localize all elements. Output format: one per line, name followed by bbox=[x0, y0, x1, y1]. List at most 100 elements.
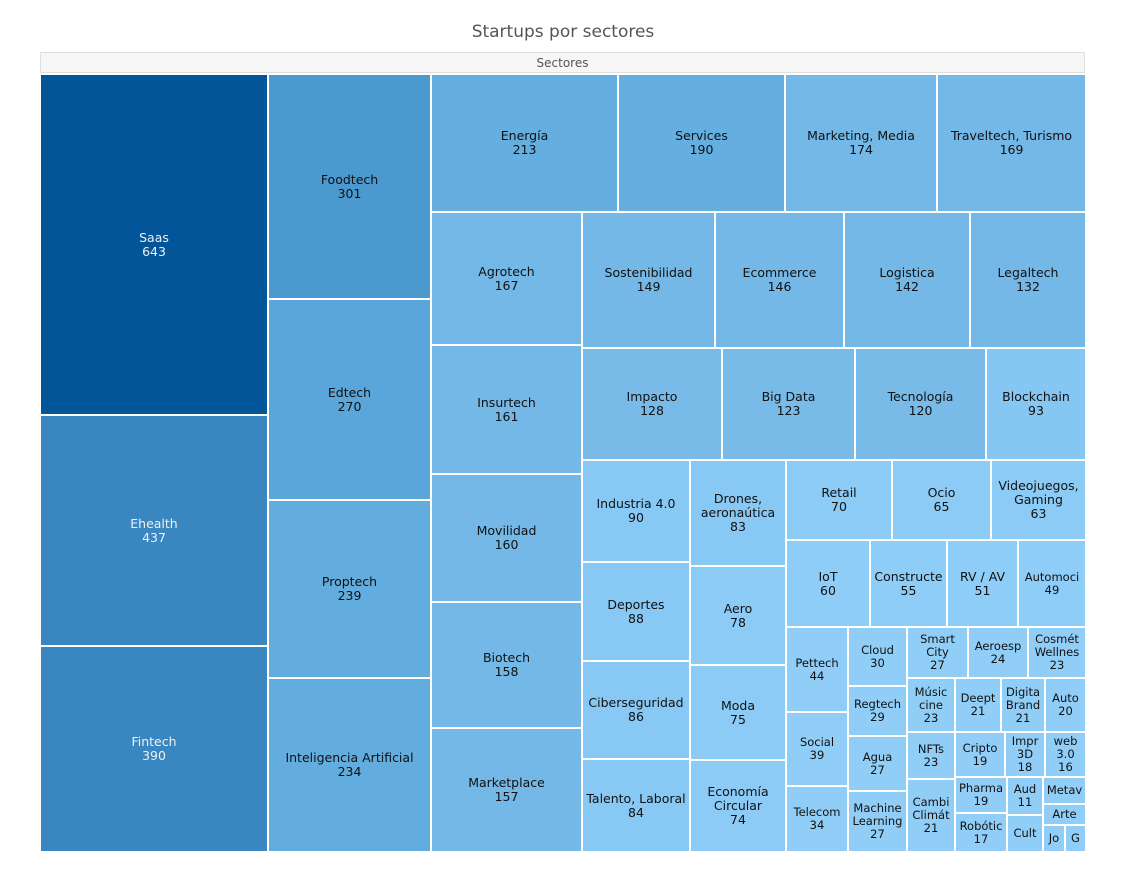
treemap-tile-saas[interactable]: Saas 643 bbox=[40, 74, 268, 415]
treemap-root-bar[interactable]: Sectores bbox=[40, 52, 1085, 73]
tile-label: Machine Learning bbox=[852, 801, 903, 828]
tile-value: 16 bbox=[1058, 760, 1073, 774]
tile-value: 167 bbox=[494, 277, 519, 293]
tile-value: 18 bbox=[1017, 760, 1033, 774]
treemap-tile-edtech[interactable]: Edtech 270 bbox=[268, 299, 431, 500]
tile-value: 142 bbox=[895, 279, 919, 294]
tile-label: Pharma bbox=[958, 781, 1004, 795]
treemap-tile-automoci[interactable]: Automoci 49 bbox=[1018, 540, 1086, 627]
treemap-tile-ciberseguridad[interactable]: Ciberseguridad 86 bbox=[582, 661, 690, 759]
treemap-tile-telecom[interactable]: Telecom 34 bbox=[786, 786, 848, 852]
tile-label: Marketplace bbox=[468, 775, 545, 790]
treemap-tile-aud[interactable]: Aud 11 bbox=[1007, 777, 1043, 815]
tile-label: Deept bbox=[960, 691, 996, 705]
treemap-tile-digita-brand[interactable]: Digita Brand 21 bbox=[1001, 678, 1045, 732]
treemap-tile-constructe[interactable]: Constructe 55 bbox=[870, 540, 947, 627]
treemap-tile-inteligencia-artificial[interactable]: Inteligencia Artificial 234 bbox=[268, 678, 431, 852]
tile-value: 19 bbox=[973, 794, 989, 808]
treemap-tile-services[interactable]: Services 190 bbox=[618, 74, 785, 212]
treemap-tile-pettech[interactable]: Pettech 44 bbox=[786, 627, 848, 712]
treemap-tile-iot[interactable]: IoT 60 bbox=[786, 540, 870, 627]
treemap-tile-ecommerce[interactable]: Ecommerce 146 bbox=[715, 212, 844, 348]
treemap-tile-web-3-0[interactable]: web 3.0 16 bbox=[1045, 732, 1086, 777]
treemap-tile-movilidad[interactable]: Movilidad 160 bbox=[431, 474, 582, 602]
treemap-tile-legaltech[interactable]: Legaltech 132 bbox=[970, 212, 1086, 348]
treemap-tile-auto[interactable]: Auto 20 bbox=[1045, 678, 1086, 732]
tile-value: 27 bbox=[870, 827, 885, 841]
treemap-tile-impacto[interactable]: Impacto 128 bbox=[582, 348, 722, 460]
treemap-tile-industria-4-0[interactable]: Industria 4.0 90 bbox=[582, 460, 690, 562]
tile-value: 213 bbox=[512, 142, 537, 157]
treemap-tile-marketplace[interactable]: Marketplace 157 bbox=[431, 728, 582, 852]
treemap-tile-cloud[interactable]: Cloud 30 bbox=[848, 627, 907, 686]
treemap-tile-proptech[interactable]: Proptech 239 bbox=[268, 500, 431, 678]
treemap-tile-fintech[interactable]: Fintech 390 bbox=[40, 646, 268, 852]
treemap-tile-ocio[interactable]: Ocio 65 bbox=[892, 460, 991, 540]
tile-label: Tecnología bbox=[887, 389, 954, 404]
treemap-tile-rv-av[interactable]: RV / AV 51 bbox=[947, 540, 1018, 627]
tile-label: Ocio bbox=[927, 485, 956, 500]
tile-value: 70 bbox=[831, 499, 847, 514]
tile-label: Jo bbox=[1048, 831, 1060, 845]
tile-value: 60 bbox=[820, 582, 836, 598]
treemap-tile-sostenibilidad[interactable]: Sostenibilidad 149 bbox=[582, 212, 715, 348]
treemap-tile-aeroesp[interactable]: Aeroesp 24 bbox=[968, 627, 1028, 678]
treemap-tile-big-data[interactable]: Big Data 123 bbox=[722, 348, 855, 460]
treemap-tile-smart-city[interactable]: Smart City 27 bbox=[907, 627, 968, 678]
tile-label: Logistica bbox=[879, 265, 935, 280]
treemap-tile-regtech[interactable]: Regtech 29 bbox=[848, 686, 907, 736]
treemap-tile-deportes[interactable]: Deportes 88 bbox=[582, 562, 690, 661]
treemap-tile-robotic[interactable]: Robótic 17 bbox=[955, 813, 1007, 852]
tile-value: 123 bbox=[776, 403, 801, 418]
tile-label: IoT bbox=[818, 568, 838, 584]
tile-value: 86 bbox=[628, 709, 644, 724]
tile-label: Drones, aeronaútica bbox=[700, 491, 776, 520]
tile-label: Telecom bbox=[793, 805, 841, 819]
treemap-tile-videojuegos-gaming[interactable]: Videojuegos, Gaming 63 bbox=[991, 460, 1086, 540]
treemap-tile-insurtech[interactable]: Insurtech 161 bbox=[431, 345, 582, 474]
chart-title: Startups por sectores bbox=[471, 22, 655, 42]
tile-value: 643 bbox=[142, 243, 166, 259]
treemap-tile-metav[interactable]: Metav bbox=[1043, 777, 1086, 804]
tile-label: Robótic bbox=[959, 818, 1003, 833]
treemap-tile-economia-circular[interactable]: Economía Circular 74 bbox=[690, 760, 786, 852]
treemap-tile-music-cine[interactable]: Músic cine 23 bbox=[907, 678, 955, 732]
treemap-tile-blockchain[interactable]: Blockchain 93 bbox=[986, 348, 1086, 460]
treemap-tile-machine-learning[interactable]: Machine Learning 27 bbox=[848, 791, 907, 852]
tile-label: Social bbox=[799, 735, 835, 749]
treemap-tile-drones-aeronautica[interactable]: Drones, aeronaútica 83 bbox=[690, 460, 786, 566]
treemap-tile-deept[interactable]: Deept 21 bbox=[955, 678, 1001, 732]
treemap-tile-retail[interactable]: Retail 70 bbox=[786, 460, 892, 540]
treemap-tile-tecnologia[interactable]: Tecnología 120 bbox=[855, 348, 986, 460]
tile-value: 157 bbox=[494, 789, 519, 804]
treemap-tile-cult[interactable]: Cult bbox=[1007, 815, 1043, 852]
tile-label: Economía Circular bbox=[707, 784, 769, 813]
treemap-tile-agua[interactable]: Agua 27 bbox=[848, 736, 907, 791]
treemap-tile-cosmet-wellnes[interactable]: Cosmét Wellnes 23 bbox=[1028, 627, 1086, 678]
treemap-tile-nfts[interactable]: NFTs 23 bbox=[907, 732, 955, 779]
treemap-tile-jo[interactable]: Jo bbox=[1043, 825, 1065, 852]
treemap-tile-impr-3d[interactable]: Impr 3D 18 bbox=[1005, 732, 1045, 777]
treemap-tile-traveltech-turismo[interactable]: Traveltech, Turismo 169 bbox=[937, 74, 1086, 212]
treemap-tile-cripto[interactable]: Cripto 19 bbox=[955, 732, 1005, 777]
tile-label: Cloud bbox=[861, 642, 894, 657]
treemap-tile-cambi-climat[interactable]: Cambi Climát 21 bbox=[907, 779, 955, 852]
tile-label: Traveltech, Turismo bbox=[950, 128, 1073, 143]
treemap-tile-pharma[interactable]: Pharma 19 bbox=[955, 777, 1007, 813]
treemap-tile-ehealth[interactable]: Ehealth 437 bbox=[40, 415, 268, 646]
treemap-tile-moda[interactable]: Moda 75 bbox=[690, 665, 786, 760]
treemap-tile-logistica[interactable]: Logistica 142 bbox=[844, 212, 970, 348]
treemap-tile-energia[interactable]: Energía 213 bbox=[431, 74, 618, 212]
treemap-tile-foodtech[interactable]: Foodtech 301 bbox=[268, 74, 431, 299]
treemap-tile-biotech[interactable]: Biotech 158 bbox=[431, 602, 582, 728]
treemap-tile-aero[interactable]: Aero 78 bbox=[690, 566, 786, 665]
treemap-tile-arte[interactable]: Arte bbox=[1043, 804, 1086, 825]
tile-value: 30 bbox=[870, 655, 885, 670]
treemap-tile-g[interactable]: G bbox=[1065, 825, 1086, 852]
treemap-tile-talento-laboral[interactable]: Talento, Laboral 84 bbox=[582, 759, 690, 852]
treemap-tile-marketing-media[interactable]: Marketing, Media 174 bbox=[785, 74, 937, 212]
tile-value: 149 bbox=[636, 279, 661, 294]
tile-label: Moda bbox=[720, 697, 756, 713]
treemap-tile-agrotech[interactable]: Agrotech 167 bbox=[431, 212, 582, 345]
treemap-tile-social[interactable]: Social 39 bbox=[786, 712, 848, 786]
